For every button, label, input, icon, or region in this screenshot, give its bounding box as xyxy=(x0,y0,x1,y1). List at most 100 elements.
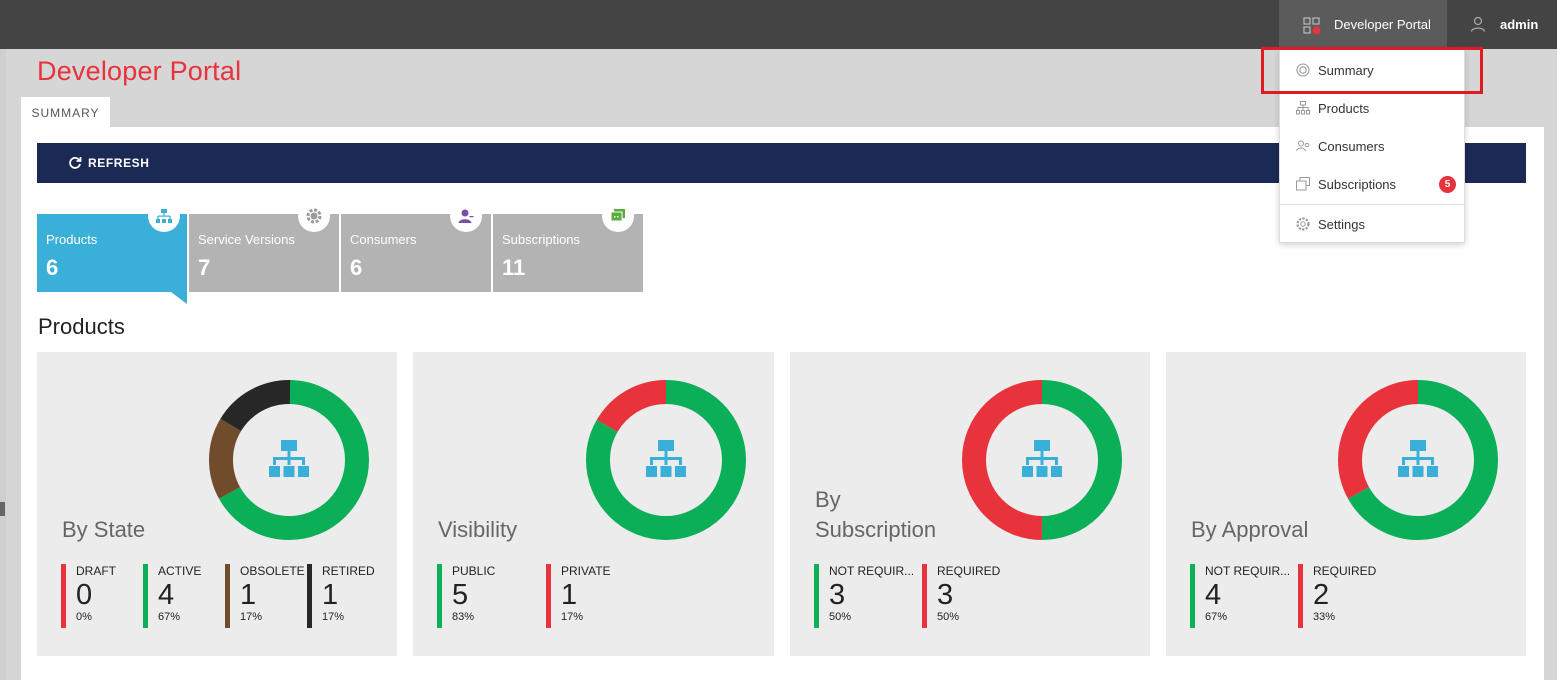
stat-percent: 17% xyxy=(561,611,584,623)
stat-not-required: NOT REQUIR... 3 50% xyxy=(814,564,914,628)
stat-value: 3 xyxy=(937,579,954,611)
sitemap-icon xyxy=(269,440,309,477)
stat-value: 1 xyxy=(322,579,339,611)
card-by-subscription: By Subscription NOT REQUIR... 3 50% REQU… xyxy=(790,352,1150,656)
dropdown-item-label: Summary xyxy=(1318,62,1374,78)
tile-label: Subscriptions xyxy=(502,232,581,247)
card-by-state: By State DRAFT 0 0% ACTIVE 4 67% OBSOLET… xyxy=(37,352,397,656)
tile-service-versions[interactable]: Service Versions 7 xyxy=(189,200,339,292)
stat-value: 1 xyxy=(240,579,257,611)
dropdown-item-label: Settings xyxy=(1318,216,1365,232)
apps-grid-icon xyxy=(1303,17,1321,35)
gear-icon xyxy=(1296,217,1310,231)
tile-value: 6 xyxy=(46,255,59,280)
stat-label: NOT REQUIR... xyxy=(1205,564,1291,578)
by-approval-donut-chart xyxy=(1338,380,1498,540)
tile-label: Consumers xyxy=(350,232,417,247)
chat-icon xyxy=(602,200,634,232)
refresh-button[interactable]: REFRESH xyxy=(68,151,150,175)
stat-active: ACTIVE 4 67% xyxy=(143,564,201,628)
stat-percent: 0% xyxy=(76,611,92,623)
card-visibility: Visibility PUBLIC 5 83% PRIVATE 1 17% xyxy=(413,352,774,656)
refresh-label: REFRESH xyxy=(88,156,150,170)
dropdown-item-products[interactable]: Products xyxy=(1280,89,1466,127)
refresh-icon xyxy=(69,157,82,169)
subscriptions-icon xyxy=(1296,177,1310,191)
sitemap-icon xyxy=(646,440,686,477)
stat-label: DRAFT xyxy=(76,564,116,578)
tile-pointer xyxy=(171,292,187,304)
stat-value: 1 xyxy=(561,579,578,611)
dropdown-item-consumers[interactable]: Consumers xyxy=(1280,127,1466,165)
stat-label: ACTIVE xyxy=(158,564,202,578)
card-title: By Approval xyxy=(1191,517,1309,542)
sitemap-icon xyxy=(1296,101,1310,115)
stat-label: PUBLIC xyxy=(452,564,496,578)
toolbar xyxy=(37,143,1526,183)
tab-summary[interactable]: SUMMARY xyxy=(21,97,110,128)
stat-label: OBSOLETE xyxy=(240,564,305,578)
developer-portal-menu-button[interactable]: Developer Portal xyxy=(1279,0,1447,49)
stat-draft: DRAFT 0 0% xyxy=(61,564,116,628)
by-subscription-donut-chart xyxy=(962,380,1122,540)
developer-portal-dropdown: Summary Products Consumers Subscriptions… xyxy=(1279,49,1466,243)
summary-icon xyxy=(1296,63,1310,77)
tile-subscriptions[interactable]: Subscriptions 11 xyxy=(493,200,643,292)
dropdown-item-label: Products xyxy=(1318,100,1370,116)
visibility-donut-chart xyxy=(586,380,746,540)
dropdown-divider xyxy=(1280,204,1466,205)
tile-value: 6 xyxy=(350,255,363,280)
stat-obsolete: OBSOLETE 1 17% xyxy=(225,564,305,628)
user-icon xyxy=(1470,16,1486,32)
stat-private: PRIVATE 1 17% xyxy=(546,564,611,628)
tile-label: Products xyxy=(46,232,98,247)
page-title: Developer Portal xyxy=(37,56,242,86)
tile-label: Service Versions xyxy=(198,232,295,247)
stat-percent: 67% xyxy=(1205,611,1228,623)
stat-label: NOT REQUIR... xyxy=(829,564,915,578)
stat-percent: 50% xyxy=(829,611,852,623)
stat-value: 3 xyxy=(829,579,846,611)
dropdown-item-subscriptions[interactable]: Subscriptions 5 xyxy=(1280,165,1466,203)
page-left-edge xyxy=(0,49,6,680)
section-title: Products xyxy=(38,314,125,339)
user-menu-button[interactable]: admin xyxy=(1462,0,1557,49)
tile-consumers[interactable]: Consumers 6 xyxy=(341,200,491,292)
gear-icon xyxy=(298,200,330,232)
sitemap-icon xyxy=(148,200,180,232)
sitemap-icon xyxy=(1398,440,1438,477)
stat-percent: 17% xyxy=(322,611,345,623)
stat-label: PRIVATE xyxy=(561,564,611,578)
stat-percent: 33% xyxy=(1313,611,1336,623)
dropdown-item-label: Subscriptions xyxy=(1318,176,1397,192)
user-icon xyxy=(450,200,482,232)
stat-value: 4 xyxy=(158,579,175,611)
developer-portal-label: Developer Portal xyxy=(1334,17,1431,32)
card-title-line2: Subscription xyxy=(815,517,937,542)
stat-retired: RETIRED 1 17% xyxy=(307,564,375,628)
stat-label: REQUIRED xyxy=(937,564,1001,578)
card-title: Visibility xyxy=(438,517,518,542)
stat-not-required: NOT REQUIR... 4 67% xyxy=(1190,564,1290,628)
collapse-handle[interactable] xyxy=(0,502,5,516)
card-title: By State xyxy=(62,517,146,542)
stat-value: 2 xyxy=(1313,579,1330,611)
card-by-approval: By Approval NOT REQUIR... 4 67% REQUIRED… xyxy=(1166,352,1526,656)
stat-value: 5 xyxy=(452,579,469,611)
by-state-donut-chart xyxy=(209,380,369,540)
tile-value: 11 xyxy=(502,255,526,280)
stat-value: 4 xyxy=(1205,579,1222,611)
users-icon xyxy=(1296,140,1310,152)
stat-value: 0 xyxy=(76,579,93,611)
stat-label: RETIRED xyxy=(322,564,375,578)
tile-products[interactable]: Products 6 xyxy=(37,200,187,304)
stat-public: PUBLIC 5 83% xyxy=(437,564,495,628)
subscriptions-count-badge: 5 xyxy=(1439,175,1456,193)
stat-label: REQUIRED xyxy=(1313,564,1377,578)
sitemap-icon xyxy=(1022,440,1062,477)
stat-percent: 50% xyxy=(937,611,960,623)
tile-value: 7 xyxy=(198,255,211,280)
dropdown-item-settings[interactable]: Settings xyxy=(1280,205,1466,243)
stat-percent: 83% xyxy=(452,611,475,623)
dropdown-item-summary[interactable]: Summary xyxy=(1280,51,1466,89)
